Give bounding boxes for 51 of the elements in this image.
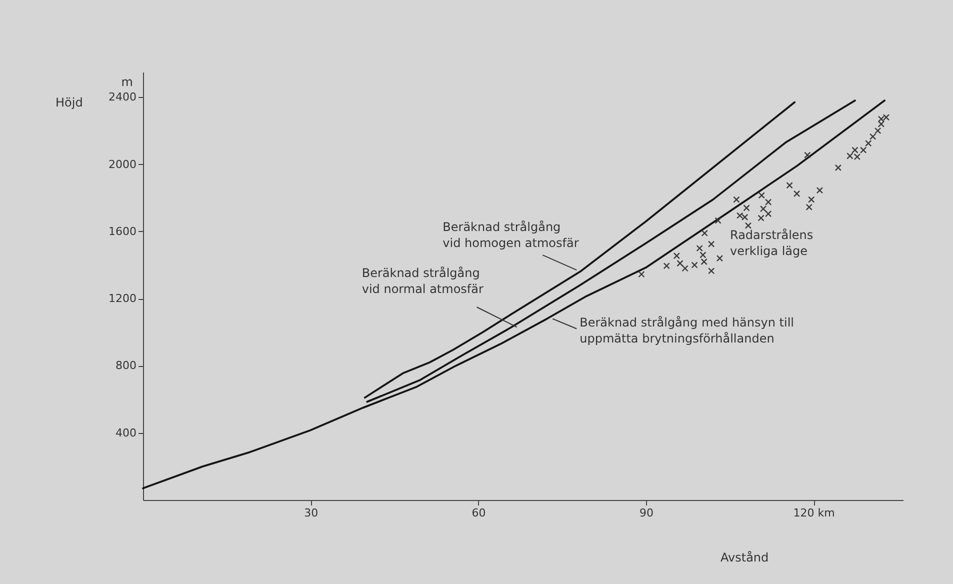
point	[758, 214, 764, 222]
point	[793, 190, 800, 198]
y-tick-label: 800	[116, 359, 136, 372]
point	[691, 262, 698, 268]
y-tick-label: 400	[116, 426, 136, 440]
x-axis-title: Avstånd	[720, 550, 769, 564]
point	[743, 204, 750, 212]
y-axis-title: Höjd	[56, 96, 83, 110]
point	[736, 212, 744, 219]
point	[742, 214, 748, 221]
point	[860, 146, 867, 154]
point	[804, 152, 811, 158]
point	[714, 217, 722, 224]
point	[874, 127, 882, 134]
y-tick-label: 1600	[108, 224, 136, 238]
point	[701, 230, 708, 236]
point	[764, 198, 772, 206]
point	[733, 196, 740, 203]
point	[758, 192, 765, 199]
point	[786, 182, 793, 189]
line-series	[142, 100, 886, 490]
point	[673, 252, 680, 260]
point	[663, 262, 670, 270]
point	[676, 260, 684, 267]
x-tick-label: 90	[639, 506, 654, 520]
point	[638, 270, 645, 278]
point	[682, 265, 688, 272]
x-tick-label: 60	[472, 506, 486, 520]
annotation: Beräknad strålgång vid homogen atmosfär	[442, 220, 579, 250]
annotation: Beräknad strålgång med hänsyn till uppmätta brytningsförhållanden	[580, 316, 794, 346]
point	[760, 205, 767, 212]
x-tick-label: 30	[304, 506, 318, 520]
point	[869, 133, 876, 140]
x-tick-label: 120 km	[793, 506, 835, 520]
point	[708, 240, 715, 248]
point	[816, 186, 824, 194]
point	[846, 152, 854, 160]
point	[744, 222, 752, 229]
point	[764, 210, 772, 218]
point	[716, 254, 724, 262]
annotation: Beräknad strålgång vid normal atmosfär	[362, 266, 484, 296]
y-tick-label: 2000	[108, 158, 136, 171]
annotation: Radarstrålens verkliga läge	[730, 228, 814, 258]
y-tick-label: 1200	[108, 292, 136, 306]
point	[865, 140, 872, 147]
point	[834, 164, 842, 172]
text: m	[121, 75, 133, 89]
point	[708, 268, 715, 274]
y-tick-label: 2400	[108, 90, 136, 104]
point	[696, 244, 703, 252]
point	[882, 114, 890, 121]
